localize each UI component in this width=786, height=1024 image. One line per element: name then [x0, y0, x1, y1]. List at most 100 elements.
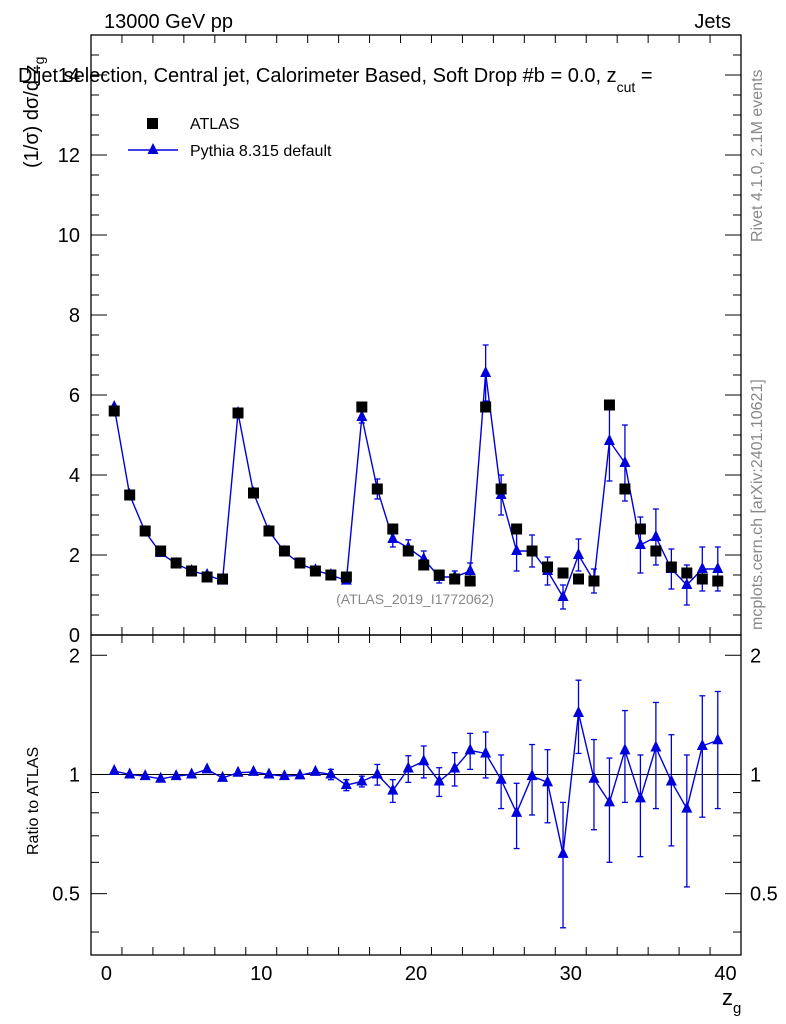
x-tick-label: 20: [405, 963, 427, 985]
plot-title-main: Dijet selection, Central jet, Calorimete…: [18, 65, 617, 87]
mc-point: [696, 562, 708, 573]
atlas-point: [201, 571, 213, 583]
x-label-text: z: [722, 985, 733, 1010]
atlas-point: [542, 561, 554, 573]
x-axis-label: zg: [722, 985, 741, 1017]
atlas-point: [650, 545, 662, 557]
ratio-y-tick-label-right: 0.5: [750, 884, 778, 906]
main-y-tick-label: 10: [58, 225, 80, 247]
x-tick-label: 10: [250, 963, 272, 985]
ratio-point: [186, 767, 198, 779]
atlas-point: [665, 561, 677, 573]
legend-mc-marker: [147, 143, 159, 154]
ratio-point: [449, 761, 461, 773]
ratio-point: [433, 774, 445, 786]
atlas-point: [449, 573, 461, 585]
ratio-point: [263, 767, 275, 779]
atlas-point: [139, 525, 151, 537]
ratio-axis-ticks: 0.5 0.51 12 20 10 20 30 40: [52, 635, 778, 985]
ratio-point: [573, 705, 584, 717]
ratio-point: [217, 770, 229, 782]
atlas-point: [712, 575, 724, 587]
atlas-point: [696, 573, 708, 585]
mc-line: [113, 372, 718, 599]
atlas-point: [681, 567, 693, 579]
ratio-point: [371, 767, 383, 779]
mc-point: [634, 538, 646, 549]
main-y-label-sub: g: [31, 57, 47, 65]
ratio-point: [634, 791, 646, 803]
ratio-point: [542, 775, 554, 787]
ratio-point: [681, 801, 693, 813]
mc-point: [356, 410, 368, 421]
mc-point: [480, 366, 492, 377]
ratio-y-tick-label-right: 2: [750, 645, 761, 667]
atlas-point: [278, 545, 290, 557]
ratio-mc-series: [108, 679, 724, 929]
x-tick-label: 0: [101, 963, 112, 985]
mc-point: [619, 456, 631, 467]
ratio-point: [557, 846, 569, 858]
atlas-point: [619, 483, 631, 495]
ratio-point: [418, 754, 430, 766]
atlas-point: [124, 489, 136, 501]
main-y-axis-label: (1/σ) dσ/d zg: [21, 57, 47, 168]
legend-atlas-label: ATLAS: [190, 116, 240, 133]
mc-series: [108, 344, 724, 610]
legend: ATLAS Pythia 8.315 default: [128, 116, 332, 160]
mc-point: [603, 434, 615, 445]
atlas-point: [495, 483, 507, 495]
plot-title: Dijet selection, Central jet, Calorimete…: [18, 65, 653, 95]
atlas-point: [108, 405, 120, 417]
ratio-point: [108, 764, 120, 776]
ratio-point: [402, 761, 414, 773]
atlas-point: [433, 569, 445, 581]
ratio-line: [114, 712, 719, 855]
ratio-y-tick-label: 2: [69, 645, 80, 667]
main-y-tick-label: 0: [69, 625, 80, 647]
ratio-point: [325, 767, 337, 779]
atlas-point: [263, 525, 275, 537]
plot-title-tail: =: [635, 65, 652, 87]
atlas-point: [557, 567, 569, 579]
ratio-point: [248, 764, 259, 776]
ratio-point: [170, 769, 182, 781]
main-y-tick-label: 4: [69, 465, 80, 487]
ratio-point: [294, 768, 306, 780]
ratio-point: [278, 769, 290, 781]
ratio-point: [603, 795, 615, 807]
ratio-point: [340, 778, 352, 790]
ratio-y-tick-label-right: 1: [750, 764, 761, 786]
main-y-tick-label: 6: [69, 385, 80, 407]
atlas-point: [217, 573, 229, 585]
main-y-tick-label: 12: [58, 145, 80, 167]
main-y-tick-label: 14: [58, 65, 80, 87]
atlas-point: [248, 487, 259, 499]
x-tick-label: 40: [714, 963, 736, 985]
ratio-point: [696, 738, 708, 750]
ratio-point: [650, 740, 662, 752]
mc-point: [464, 564, 476, 575]
ratio-point: [480, 746, 492, 758]
atlas-point: [603, 399, 615, 411]
x-tick-label: 30: [560, 963, 582, 985]
legend-mc-label: Pythia 8.315 default: [190, 143, 332, 160]
ratio-point: [712, 733, 724, 745]
mcplots-label: mcplots.cern.ch [arXiv:2401.10621]: [749, 379, 766, 630]
ratio-point: [139, 769, 151, 781]
main-y-tick-label: 8: [69, 305, 80, 327]
main-y-label-text: (1/σ) dσ/d z: [21, 64, 43, 168]
mc-point: [650, 530, 662, 541]
ratio-point: [309, 764, 321, 776]
ratio-point: [526, 769, 538, 781]
ratio-y-tick-label: 1: [69, 764, 80, 786]
atlas-point: [634, 523, 646, 535]
main-panel: 0 2 4 6 8 10 12 14 (ATLAS_2019_I1772062) (1/σ) …: [21, 34, 742, 647]
main-y-tick-label: 2: [69, 545, 80, 567]
atlas-point: [325, 569, 337, 581]
atlas-point: [464, 575, 476, 587]
atlas-point: [232, 407, 244, 419]
ratio-point: [201, 762, 213, 774]
ratio-point: [356, 774, 368, 786]
